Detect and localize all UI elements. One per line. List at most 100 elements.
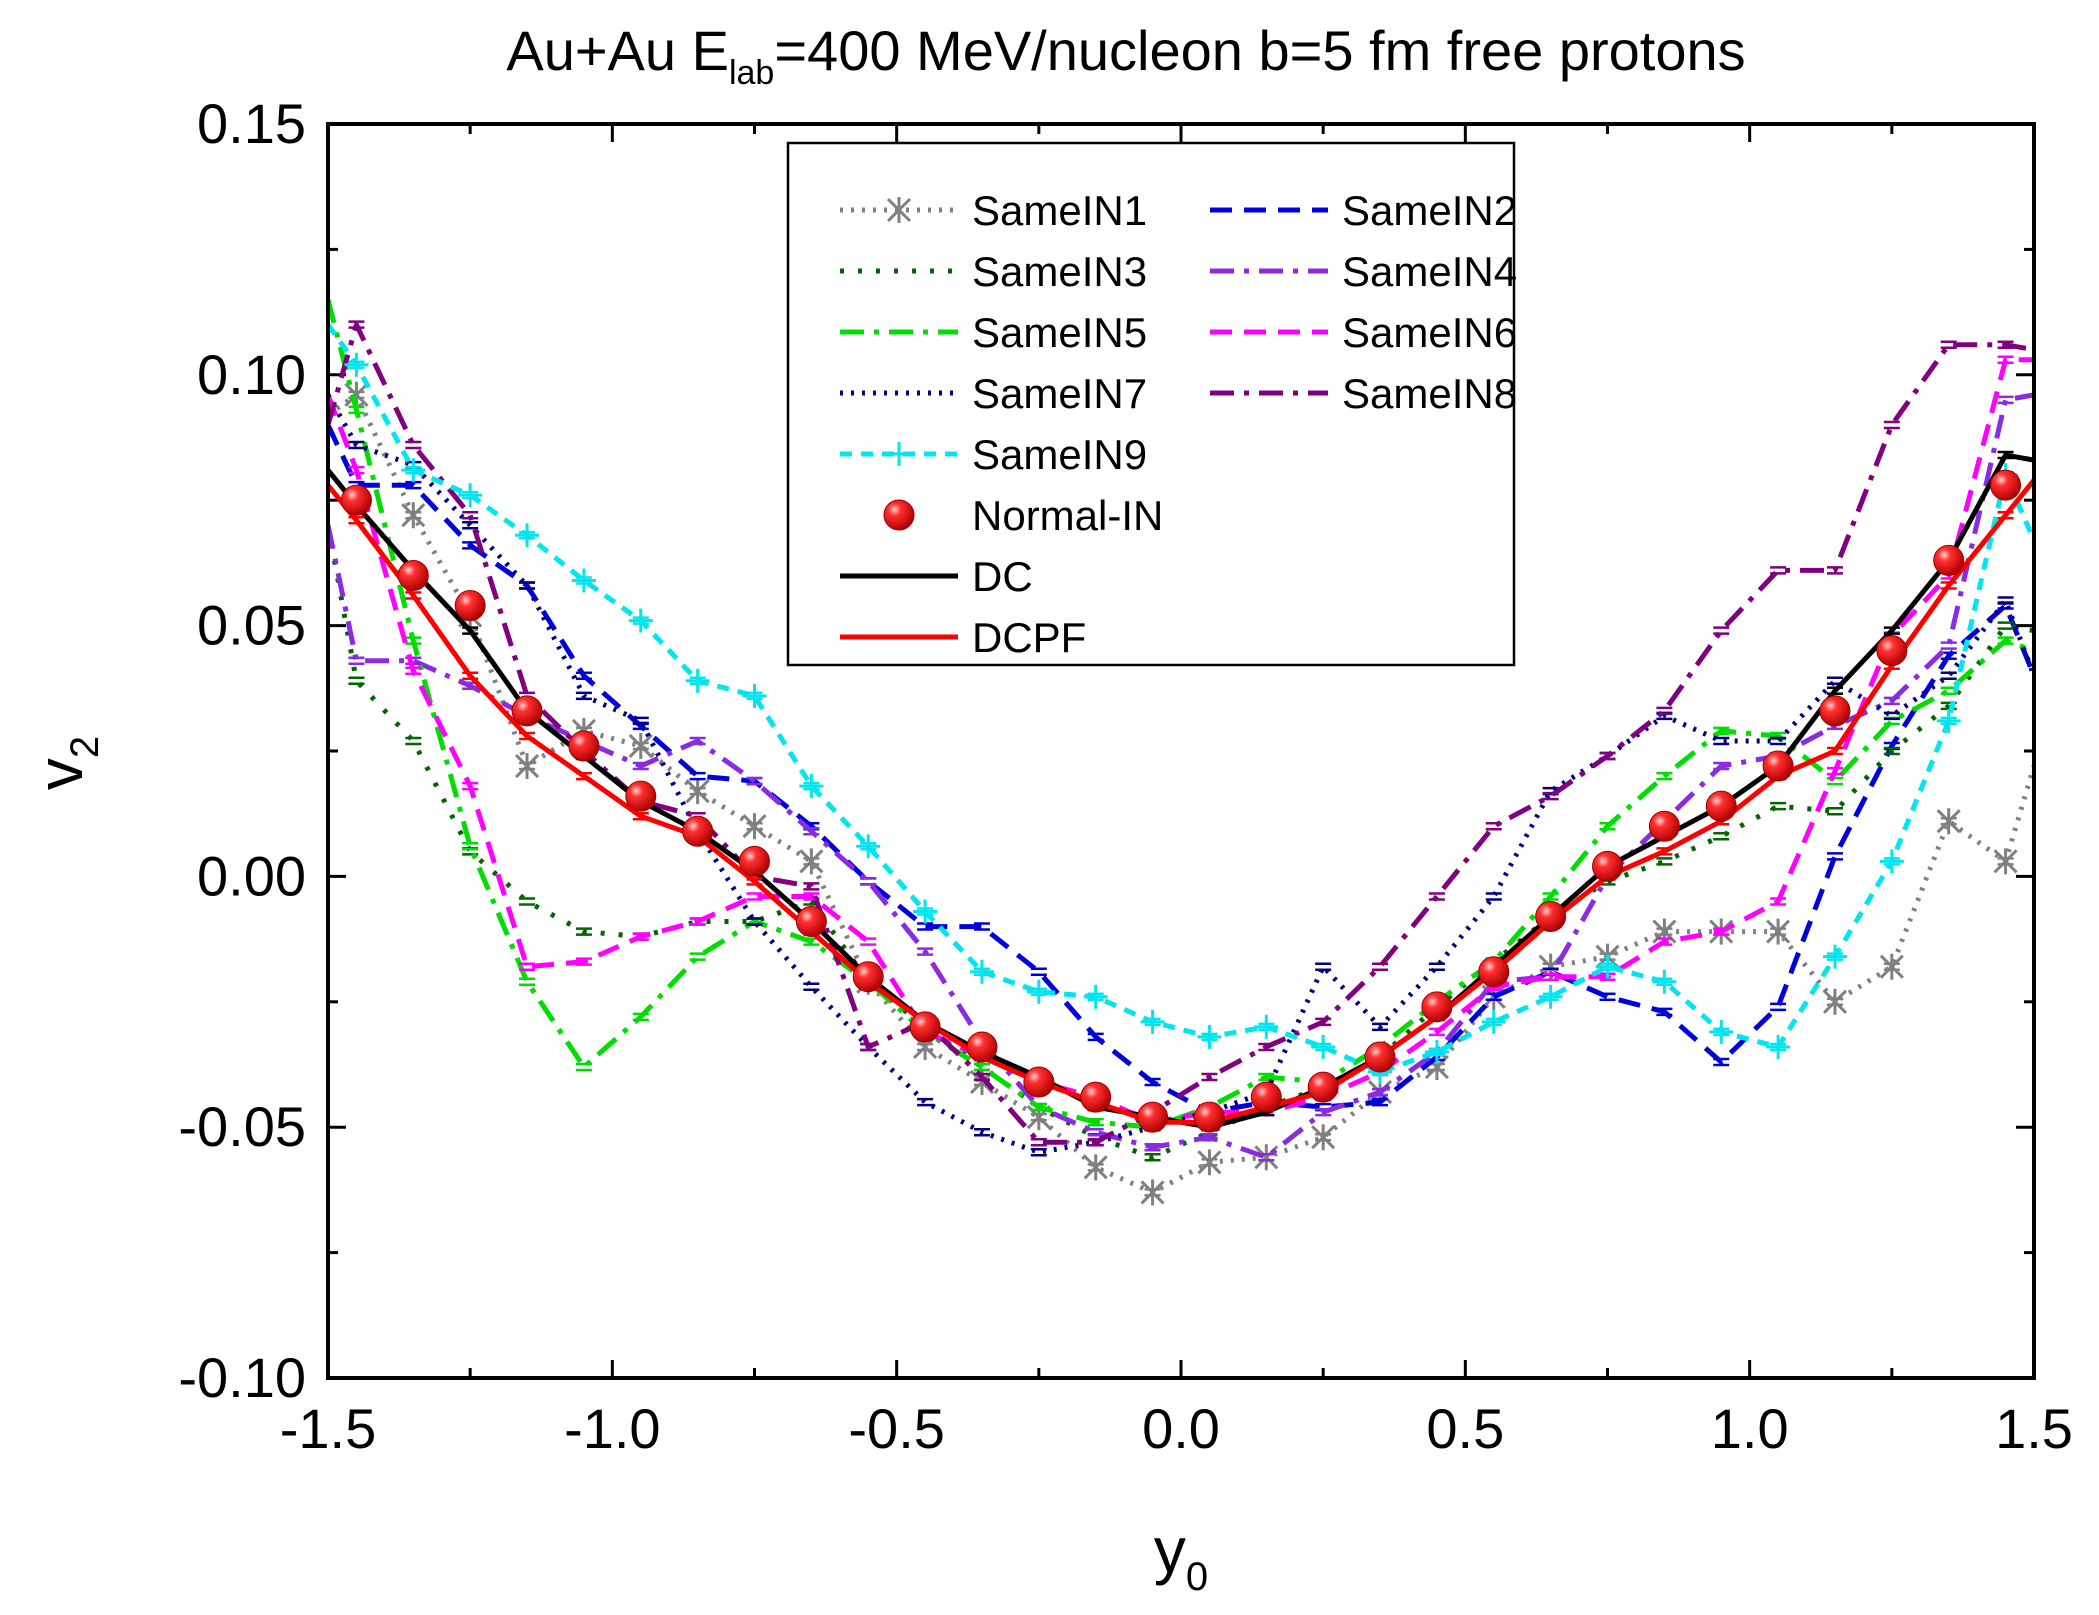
data-point [685, 778, 710, 805]
legend-item-dcpf: DCPF [840, 614, 1086, 661]
series-normal-in [340, 469, 2022, 1133]
data-point [1197, 1024, 1222, 1049]
legend-marker [886, 197, 912, 223]
data-point [1648, 810, 1680, 842]
legend-label: SameIN5 [972, 309, 1147, 356]
data-point [1140, 1179, 1165, 1206]
data-point [1421, 991, 1453, 1023]
y-axis-label: v2 [24, 736, 107, 790]
data-point [1766, 918, 1791, 945]
data-point [742, 813, 767, 840]
legend-label: Normal-IN [972, 492, 1163, 539]
data-point [625, 780, 657, 812]
data-point [1254, 1014, 1279, 1039]
y-tick-label: 0.05 [197, 594, 306, 657]
data-point [1083, 984, 1108, 1009]
data-point [401, 458, 426, 483]
data-point [1140, 1009, 1165, 1034]
data-point [1080, 1081, 1112, 1113]
data-point [795, 906, 827, 938]
legend-label: SameIN1 [972, 187, 1147, 234]
x-tick-label: -0.5 [848, 1397, 945, 1460]
data-point [685, 668, 710, 693]
data-point [909, 1011, 941, 1043]
legend-item-samein4: SameIN4 [1210, 248, 1517, 295]
data-point [1364, 1041, 1396, 1073]
x-axis-label-sub: 0 [1186, 1555, 1208, 1599]
data-point [1424, 1039, 1449, 1064]
legend-marker [883, 499, 915, 531]
data-point [856, 834, 881, 859]
legend-item-samein2: SameIN2 [1210, 187, 1517, 234]
y-tick-label: 0.00 [197, 844, 306, 907]
title-sub: lab [729, 54, 774, 92]
data-point [628, 732, 653, 759]
x-axis-label-main: y [1154, 1514, 1186, 1586]
data-point [628, 608, 653, 633]
data-point [454, 590, 486, 622]
series-line [328, 322, 2034, 1145]
data-point [1083, 1154, 1108, 1181]
y-tick-label: -0.05 [178, 1095, 306, 1158]
data-point [913, 899, 938, 924]
legend-label: SameIN3 [972, 248, 1147, 295]
data-point [1709, 1019, 1734, 1044]
series-line [328, 323, 2034, 1075]
chart-title: Au+Au Elab=400 MeV/nucleon b=5 fm free p… [506, 19, 1745, 92]
legend-item-samein3: SameIN3 [840, 248, 1147, 295]
data-point [1705, 790, 1737, 822]
data-point [1137, 1101, 1169, 1133]
data-point [458, 483, 483, 508]
x-axis-label: y0 [1154, 1514, 1208, 1599]
legend-item-dc: DC [840, 553, 1033, 600]
data-point [401, 502, 426, 529]
plot-frame [326, 122, 2036, 1380]
data-point [1311, 1034, 1336, 1059]
legend-label: SameIN4 [1342, 248, 1517, 295]
data-point [742, 683, 767, 708]
legend-item-normal-in: Normal-IN [883, 492, 1163, 539]
data-point [1990, 469, 2022, 501]
legend-label: SameIN9 [972, 431, 1147, 478]
legend-item-samein6: SameIN6 [1210, 309, 1517, 356]
data-point [1197, 1149, 1222, 1176]
legend-marker [887, 442, 911, 466]
data-point [1936, 708, 1961, 733]
title-main: Au+Au E [506, 19, 729, 82]
data-point [1652, 969, 1677, 994]
series-line [328, 478, 2034, 1125]
legend-label: SameIN7 [972, 370, 1147, 417]
data-point [1879, 849, 1904, 874]
data-point [1592, 850, 1623, 882]
data-point [1535, 901, 1567, 933]
y-tick-label: 0.15 [197, 92, 306, 155]
y-tick-label: -0.10 [178, 1346, 306, 1409]
data-point [1822, 988, 1848, 1015]
title-rest: =400 MeV/nucleon b=5 fm free protons [774, 19, 1745, 82]
x-tick-label: 1.0 [1711, 1397, 1789, 1460]
data-point [511, 695, 543, 727]
data-point [1879, 953, 1904, 980]
legend-label: SameIN2 [1342, 187, 1517, 234]
data-point [397, 559, 429, 591]
data-point [1762, 750, 1794, 782]
data-point [1193, 1101, 1225, 1133]
data-point [1023, 1066, 1055, 1098]
data-point [515, 523, 540, 548]
series-line [328, 392, 2034, 1195]
y-axis-label-sub: 2 [63, 736, 107, 758]
legend-item-samein9: SameIN9 [840, 431, 1147, 478]
x-tick-label: -1.0 [564, 1397, 661, 1460]
data-point [514, 753, 540, 780]
legend: SameIN1 SameIN2 SameIN3 SameIN4 SameIN5 SameI… [786, 141, 1517, 667]
data-point [739, 845, 770, 877]
legend-label: SameIN8 [1342, 370, 1517, 417]
data-point [1766, 1034, 1791, 1059]
legend-item-samein5: SameIN5 [840, 309, 1147, 356]
data-point [966, 1031, 998, 1063]
legend-item-samein1: SameIN1 [840, 187, 1147, 234]
data-point [344, 352, 369, 377]
series-line [328, 298, 2034, 1130]
data-point [1481, 1009, 1506, 1034]
data-point [1936, 808, 1961, 835]
